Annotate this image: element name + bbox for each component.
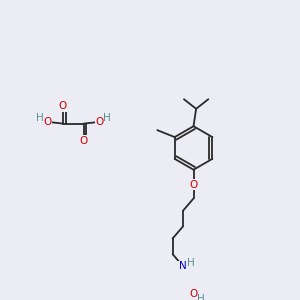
Text: H: H xyxy=(103,113,111,123)
Text: O: O xyxy=(189,179,198,190)
Text: H: H xyxy=(197,294,205,300)
Text: O: O xyxy=(80,136,88,146)
Text: O: O xyxy=(95,117,104,127)
Text: H: H xyxy=(187,258,195,268)
Text: O: O xyxy=(189,289,198,299)
Text: O: O xyxy=(43,117,51,127)
Text: O: O xyxy=(59,101,67,111)
Text: N: N xyxy=(179,261,187,271)
Text: H: H xyxy=(36,113,43,123)
